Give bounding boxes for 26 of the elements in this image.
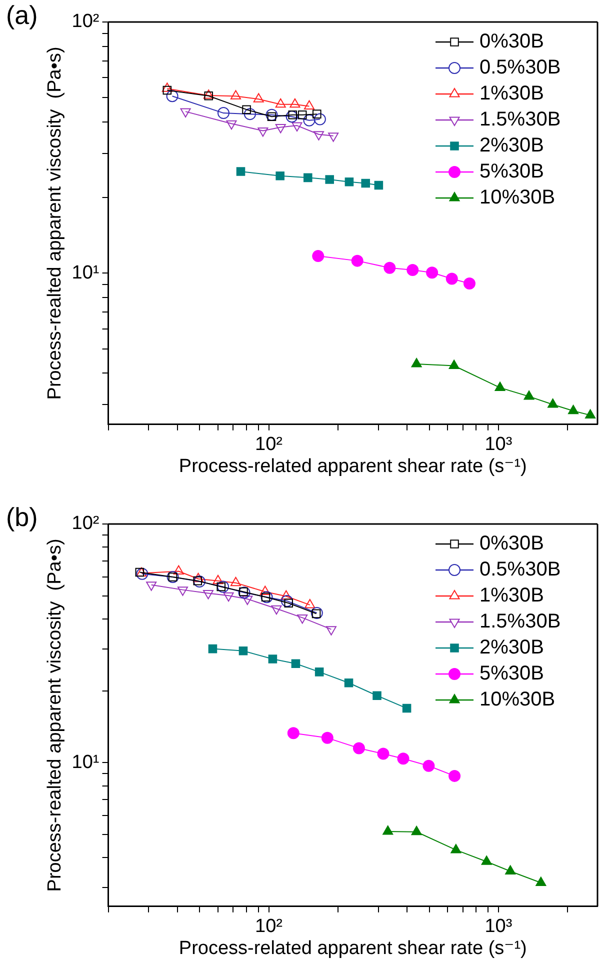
- legend-label: 10%30B: [480, 186, 556, 209]
- chart-title: (b): [6, 502, 38, 532]
- legend-label: 0%30B: [480, 532, 544, 555]
- x-tick-label: 10³: [484, 434, 512, 456]
- legend-label: 2%30B: [480, 134, 544, 157]
- y-tick-label: 10¹: [72, 262, 100, 284]
- legend-label: 2%30B: [480, 636, 544, 659]
- y-tick-label: 10²: [72, 11, 100, 32]
- legend-label: 0%30B: [480, 30, 544, 53]
- y-axis-title: Process-realted apparent viscosity (Pa•s): [44, 46, 66, 400]
- y-tick-label: 10¹: [72, 752, 100, 773]
- legend-label: 5%30B: [480, 160, 544, 183]
- x-axis-title: Process-related apparent shear rate (s⁻¹): [178, 456, 527, 477]
- legend-label: 0.5%30B: [480, 558, 561, 581]
- legend-label: 5%30B: [480, 662, 544, 685]
- y-axis-title: Process-realted apparent viscosity (Pa•s): [44, 538, 66, 892]
- legend-label: 10%30B: [480, 688, 556, 711]
- x-tick-label: 10³: [484, 916, 512, 938]
- legend-label: 0.5%30B: [480, 56, 561, 79]
- legend-label: 1%30B: [480, 584, 544, 607]
- legend-label: 1.5%30B: [480, 610, 561, 633]
- chart-title: (a): [6, 0, 38, 30]
- y-tick-label: 10²: [72, 513, 100, 534]
- x-axis-title: Process-related apparent shear rate (s⁻¹): [178, 938, 527, 959]
- legend-label: 1%30B: [480, 82, 544, 105]
- legend-label: 1.5%30B: [480, 108, 561, 131]
